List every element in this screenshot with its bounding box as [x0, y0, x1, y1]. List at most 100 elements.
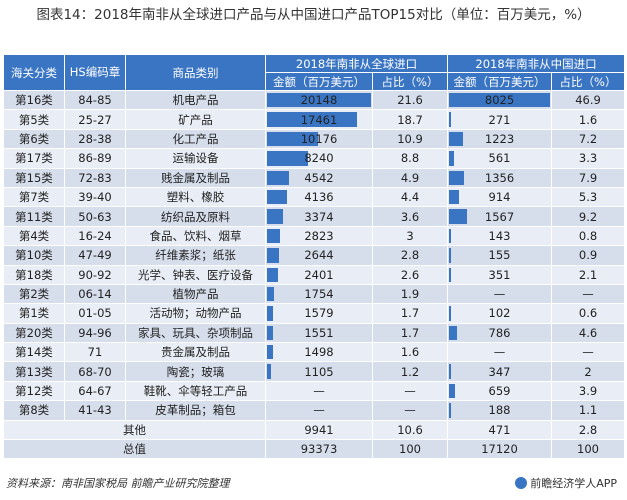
global-amount-cell-value: 1754 — [304, 287, 334, 302]
global-share-cell: 8.8 — [371, 148, 449, 169]
header-customs-class: 海关分类 — [3, 54, 65, 91]
customs-class-cell: 第1类 — [3, 303, 65, 324]
category-cell: 皮革制品；箱包 — [125, 400, 266, 421]
hs-code-cell: 86-89 — [64, 148, 126, 169]
global-amount-cell: 20148 — [265, 89, 373, 111]
hs-code-cell: 01-05 — [64, 303, 126, 324]
table-row: 第6类 28-38 化工产品 10176 10.9 1223 7.2 — [3, 128, 626, 150]
header-global-amount: 金额（百万美元） — [265, 72, 373, 91]
value-bar — [449, 383, 456, 399]
global-share-cell: 2.6 — [371, 264, 449, 285]
value-bar — [449, 170, 465, 185]
total-label: 总值 — [3, 439, 266, 460]
hs-code-cell: 16-24 — [64, 225, 126, 247]
china-amount-cell-value: 659 — [488, 384, 511, 399]
global-amount-cell-value: 2644 — [304, 248, 334, 263]
value-bar — [449, 364, 452, 379]
global-amount-cell: 2823 — [265, 225, 373, 247]
table-row: 第18类 90-92 光学、钟表、医疗设备 2401 2.6 351 2.1 — [3, 264, 626, 285]
category-cell: 纤维素浆；纸张 — [125, 245, 266, 266]
table-row: 第11类 50-63 纺织品及原料 3374 3.6 1567 9.2 — [3, 206, 626, 227]
china-share-cell: 100 — [551, 439, 626, 460]
hs-code-cell: 84-85 — [64, 89, 126, 111]
china-amount-cell-value: 914 — [488, 190, 511, 205]
china-amount-cell: 351 — [447, 264, 553, 285]
value-bar — [267, 93, 371, 108]
customs-class-cell: 第8类 — [3, 400, 65, 421]
global-share-cell: 2.8 — [371, 245, 449, 266]
customs-class-cell: 第7类 — [3, 186, 65, 208]
global-amount-cell: 3374 — [265, 206, 373, 227]
china-amount-cell: 347 — [447, 361, 553, 382]
category-cell: 植物产品 — [125, 283, 266, 305]
other-label: 其他 — [3, 419, 266, 441]
category-cell: 食品、饮料、烟草 — [125, 225, 266, 247]
value-bar — [449, 228, 452, 244]
global-amount-cell-value: 2401 — [304, 267, 334, 282]
china-amount-cell: 143 — [447, 225, 553, 247]
hs-code-cell: 41-43 — [64, 400, 126, 421]
global-amount-cell-value: 1579 — [304, 306, 334, 321]
china-amount-cell-value: 1223 — [484, 131, 515, 146]
global-amount-cell-value: 17461 — [300, 112, 338, 127]
global-amount-cell: 4136 — [265, 186, 373, 208]
global-amount-cell: 10176 — [265, 128, 373, 150]
category-cell: 纺织品及原料 — [125, 206, 266, 227]
global-share-cell: 1.7 — [371, 303, 449, 324]
header-china-share: 占比（%） — [551, 72, 626, 91]
value-bar — [267, 364, 271, 379]
china-amount-cell: 188 — [447, 400, 553, 421]
global-amount-cell: 2644 — [265, 245, 373, 266]
customs-class-cell: 第16类 — [3, 89, 65, 111]
hs-code-cell: 06-14 — [64, 283, 126, 305]
value-bar — [449, 209, 468, 224]
page-title: 图表14：2018年南非从全球进口产品与从中国进口产品TOP15对比（单位：百万… — [36, 7, 591, 23]
global-share-cell: 3.6 — [371, 206, 449, 227]
global-share-cell: 10.9 — [371, 128, 449, 150]
china-amount-cell-value: 786 — [488, 325, 511, 340]
hs-code-cell: 47-49 — [64, 245, 126, 266]
global-amount-cell-value: 2823 — [304, 228, 334, 243]
value-bar — [267, 170, 289, 185]
hs-code-cell: 94-96 — [64, 322, 126, 344]
global-share-cell: 1.2 — [371, 361, 449, 382]
customs-class-cell: 第18类 — [3, 264, 65, 285]
category-cell: 贱金属及制品 — [125, 167, 266, 188]
table-row: 第17类 86-89 运输设备 8240 8.8 561 3.3 — [3, 148, 626, 169]
global-amount-cell: 1105 — [265, 361, 373, 382]
brand-credit: 前瞻经济学人APP — [515, 475, 617, 491]
global-amount-cell: 8240 — [265, 148, 373, 169]
global-amount-cell-value: 1105 — [304, 364, 334, 379]
china-amount-cell: 659 — [447, 380, 553, 402]
global-share-cell: 100 — [371, 439, 449, 460]
global-amount-cell: 1551 — [265, 322, 373, 344]
value-bar — [449, 403, 452, 418]
hs-code-cell: 90-92 — [64, 264, 126, 285]
hs-code-cell: 72-83 — [64, 167, 126, 188]
china-amount-cell-value: 155 — [488, 248, 511, 263]
category-cell: 塑料、橡胶 — [125, 186, 266, 208]
category-cell: 机电产品 — [125, 89, 266, 111]
customs-class-cell: 第11类 — [3, 206, 65, 227]
value-bar — [267, 267, 278, 282]
table-row: 第20类 94-96 家具、玩具、杂项制品 1551 1.7 786 4.6 — [3, 322, 626, 344]
value-bar — [267, 131, 319, 147]
category-cell: 运输设备 — [125, 148, 266, 169]
global-share-cell: 1.9 — [371, 283, 449, 305]
china-amount-cell-value: 102 — [488, 306, 511, 321]
china-amount-cell: 17120 — [447, 439, 553, 460]
global-amount-cell-value: 1551 — [304, 325, 334, 340]
category-cell: 家具、玩具、杂项制品 — [125, 322, 266, 344]
china-share-cell: — — [551, 342, 626, 363]
hs-code-cell: 25-27 — [64, 109, 126, 130]
category-cell: 鞋靴、伞等轻工产品 — [125, 380, 266, 402]
value-bar — [449, 325, 458, 341]
customs-class-cell: 第4类 — [3, 225, 65, 247]
category-cell: 陶瓷；玻璃 — [125, 361, 266, 382]
global-share-cell: 10.6 — [371, 419, 449, 441]
global-amount-cell-value: 3374 — [304, 209, 334, 224]
brand-name: 前瞻经济学人APP — [530, 477, 617, 490]
china-share-cell: 5.3 — [551, 186, 626, 208]
table-row: 第10类 47-49 纤维素浆；纸张 2644 2.8 155 0.9 — [3, 245, 626, 266]
category-cell: 化工产品 — [125, 128, 266, 150]
